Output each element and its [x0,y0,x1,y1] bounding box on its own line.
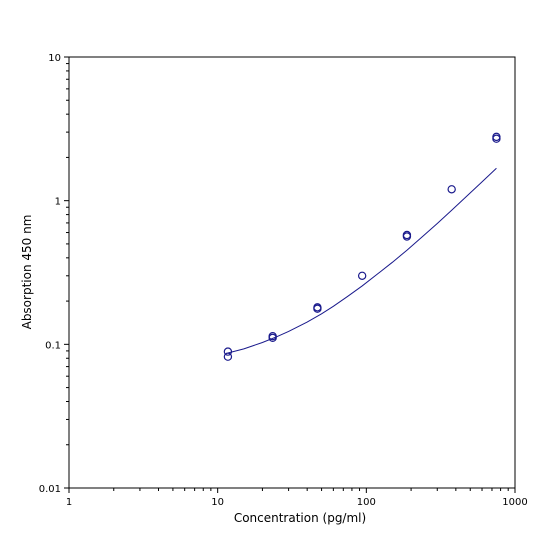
y-axis-title: Absorption 450 nm [20,215,34,330]
data-point [223,347,233,356]
y-tick-label: 0.01 [39,484,61,495]
data-point [447,185,456,194]
data-point [402,230,412,240]
y-tick-label: 0.1 [45,340,61,351]
fit-curve [227,167,497,354]
x-axis-ticks: 1 10 100 1000 [66,488,528,508]
y-axis-ticks: 0.01 0.1 1 10 [39,53,69,495]
data-point [268,331,277,341]
data-point [223,352,233,361]
data-points-group [223,132,501,361]
data-point [492,132,501,142]
x-tick-label: 10 [211,497,224,508]
x-axis-title: Concentration (pg/ml) [234,511,366,525]
x-tick-label: 1 [66,497,72,508]
data-point [357,271,367,280]
y-tick-label: 10 [48,53,61,64]
fit-curve-group [227,167,497,354]
data-point [313,303,322,312]
y-tick-label: 1 [55,197,61,208]
plot-frame [68,56,516,489]
x-tick-label: 100 [357,497,376,508]
minor-ticks [66,63,509,491]
x-tick-label: 1000 [502,497,527,508]
